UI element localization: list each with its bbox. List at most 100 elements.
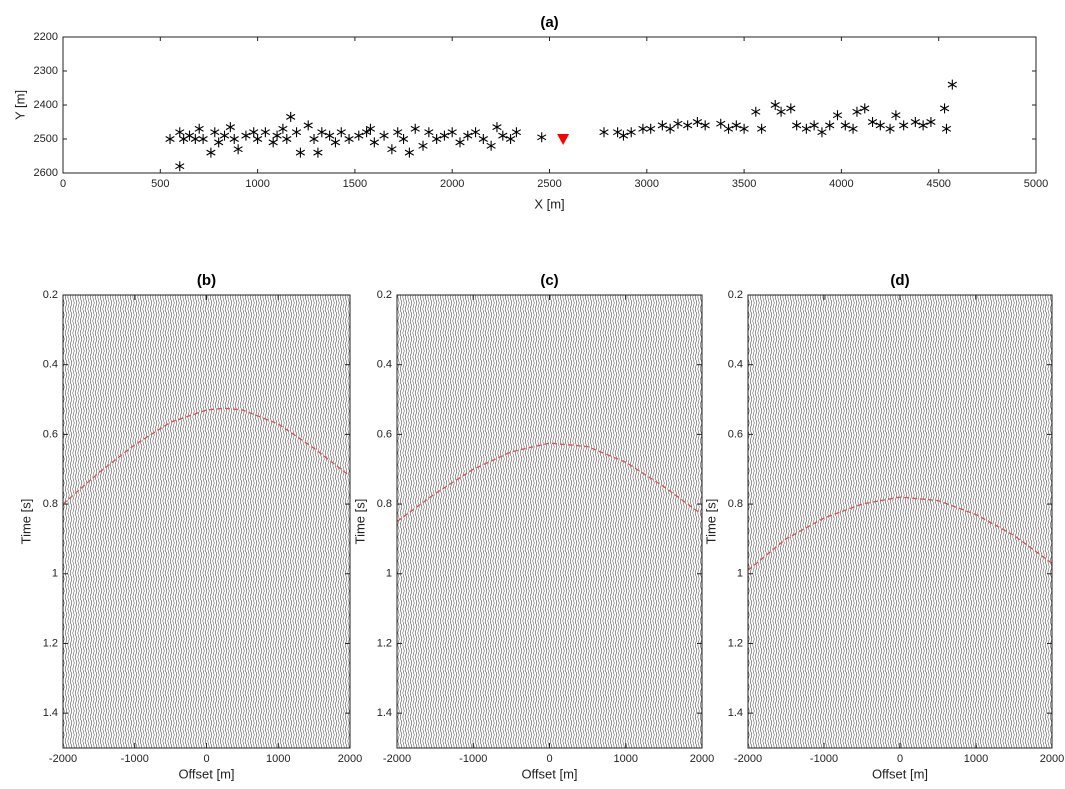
y-tick-label: 1.2: [728, 637, 743, 649]
x-tick-label: 1000: [266, 753, 290, 765]
asterisk-marker: [165, 134, 175, 144]
asterisk-marker: [418, 140, 428, 151]
y-tick-label: 1: [386, 568, 392, 580]
x-tick-label: 2500: [537, 178, 561, 190]
x-axis-label: X [m]: [534, 196, 564, 211]
x-tick-label: -2000: [383, 753, 411, 765]
moveout-curve: [396, 442, 703, 523]
asterisk-marker: [498, 130, 508, 141]
x-tick-label: 4000: [829, 178, 853, 190]
asterisk-marker: [214, 137, 224, 148]
asterisk-marker: [241, 130, 251, 141]
plot-area: [63, 37, 1036, 173]
asterisk-marker: [233, 144, 243, 155]
x-tick-label: 0: [546, 753, 552, 765]
asterisk-marker: [891, 110, 901, 121]
y-tick-label: 0.8: [728, 498, 743, 510]
asterisk-marker: [673, 118, 683, 129]
asterisk-marker: [947, 79, 957, 90]
asterisk-marker: [455, 137, 465, 148]
asterisk-marker: [716, 118, 726, 129]
trace-texture: [397, 295, 702, 748]
y-tick-label: 2300: [34, 65, 58, 77]
asterisk-marker: [809, 120, 819, 131]
asterisk-marker: [463, 130, 473, 141]
asterisk-marker: [941, 123, 952, 134]
trace-texture: [63, 295, 350, 748]
asterisk-marker: [206, 147, 216, 158]
y-tick-label: 0.4: [728, 359, 743, 371]
asterisk-marker: [447, 127, 457, 138]
y-tick-label: 1.4: [377, 707, 392, 719]
axes-frame: [62, 36, 1037, 174]
y-axis-label: Y [m]: [12, 90, 27, 120]
asterisk-marker: [852, 106, 862, 117]
y-tick-label: 0.6: [43, 428, 58, 440]
triangle-marker: [557, 134, 570, 145]
x-tick-label: -1000: [459, 753, 487, 765]
x-tick-label: 3500: [732, 178, 756, 190]
chart-title: (c): [540, 272, 558, 289]
asterisk-marker: [492, 122, 502, 133]
y-tick-label: 2600: [34, 167, 58, 179]
x-axis-label: Offset [m]: [521, 766, 577, 781]
y-tick-label: 1: [52, 568, 58, 580]
y-tick-label: 0.6: [377, 428, 392, 440]
chart-title: (a): [540, 14, 558, 31]
y-tick-label: 0.8: [43, 498, 58, 510]
trace-texture: [748, 295, 1052, 748]
y-tick-label: 1.4: [43, 707, 58, 719]
asterisk-marker: [723, 123, 734, 134]
x-tick-label: 0: [203, 753, 209, 765]
y-tick-label: 0.2: [377, 289, 392, 301]
asterisk-marker: [295, 147, 306, 158]
y-tick-label: 0.4: [377, 359, 392, 371]
asterisk-marker: [379, 130, 389, 141]
x-tick-label: 1000: [614, 753, 638, 765]
asterisk-marker: [786, 103, 796, 114]
asterisk-marker: [470, 127, 481, 138]
x-tick-label: 0: [60, 178, 66, 190]
y-tick-label: 0.2: [43, 289, 58, 301]
asterisk-marker: [410, 123, 420, 134]
asterisk-marker: [344, 134, 354, 144]
asterisk-marker: [272, 130, 282, 141]
asterisk-marker: [825, 120, 835, 131]
asterisk-marker: [840, 120, 850, 131]
asterisk-marker: [885, 123, 895, 134]
x-tick-label: 2000: [1040, 753, 1064, 765]
asterisk-marker: [260, 127, 271, 138]
y-axis-label: Time [s]: [352, 499, 367, 545]
asterisk-marker: [225, 122, 235, 133]
chart-title: (d): [890, 272, 909, 289]
asterisk-marker: [278, 123, 288, 134]
asterisk-marker: [665, 123, 675, 134]
asterisk-marker: [249, 127, 259, 138]
asterisk-marker: [282, 134, 292, 144]
y-tick-label: 0.2: [728, 289, 743, 301]
x-tick-label: -2000: [734, 753, 762, 765]
asterisk-marker: [324, 130, 335, 141]
asterisk-marker: [361, 127, 372, 138]
asterisk-marker: [175, 161, 185, 172]
chart-title: (b): [197, 272, 216, 289]
asterisk-marker: [683, 120, 693, 131]
asterisk-marker: [832, 110, 843, 121]
asterisk-marker: [618, 130, 629, 141]
asterisk-marker: [511, 127, 522, 138]
asterisk-marker: [646, 123, 656, 134]
asterisk-marker: [899, 120, 909, 131]
asterisk-marker: [756, 123, 767, 134]
y-tick-label: 1.4: [728, 707, 743, 719]
asterisk-marker: [317, 127, 327, 138]
asterisk-marker: [939, 103, 950, 114]
moveout-curve: [747, 496, 1053, 571]
asterisk-marker: [505, 134, 516, 144]
asterisk-marker: [190, 134, 200, 144]
asterisk-marker: [848, 123, 858, 134]
y-tick-label: 1.2: [43, 637, 58, 649]
x-tick-label: 2000: [690, 753, 714, 765]
asterisk-marker: [432, 134, 442, 144]
asterisk-marker: [330, 137, 341, 148]
